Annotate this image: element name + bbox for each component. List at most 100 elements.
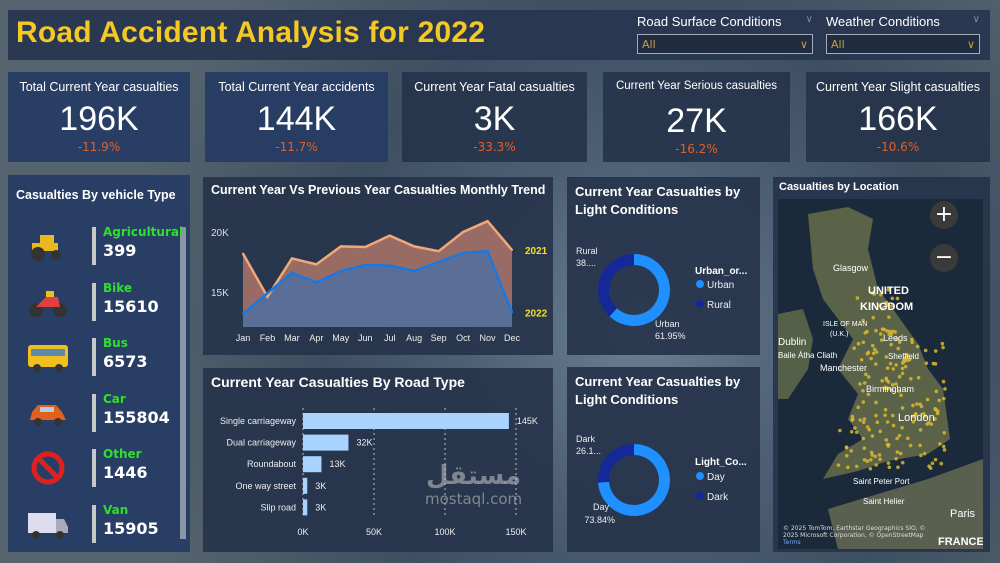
casualty-point (918, 402, 923, 407)
casualty-point (894, 382, 898, 386)
casualty-point (890, 388, 894, 392)
data-label: 145K (517, 416, 538, 426)
legend-item: Urban (707, 280, 734, 291)
vehicle-item-agricultural[interactable]: Agricultural 399 (22, 225, 192, 269)
data-point (486, 220, 489, 223)
bar (303, 456, 322, 473)
data-point (266, 292, 269, 295)
casualty-point (908, 443, 913, 448)
category-label: Single carriageway (220, 416, 297, 426)
casualty-point (866, 375, 871, 379)
casualty-point (869, 457, 873, 462)
road-surface-slicer[interactable]: Road Surface Conditions ∨ All ∨ (637, 14, 813, 54)
casualty-point (861, 318, 865, 323)
casualty-point (875, 420, 880, 424)
data-point (486, 250, 489, 253)
map-label: ISLE OF MAN (823, 321, 867, 328)
chevron-down-icon[interactable]: ∨ (972, 14, 980, 25)
casualty-point (900, 460, 905, 465)
casualty-point (878, 457, 882, 462)
casualty-point (905, 353, 910, 358)
data-label: 13K (329, 459, 345, 469)
weather-slicer[interactable]: Weather Conditions ∨ All ∨ (826, 14, 980, 54)
divider (92, 227, 96, 265)
great-britain-land (808, 207, 950, 479)
bus-icon (26, 340, 70, 374)
casualty-point (882, 327, 886, 332)
casualty-point (894, 363, 898, 367)
casualty-point (873, 454, 877, 459)
kpi-value: 144K (256, 100, 337, 138)
data-point (388, 264, 391, 267)
data-point (290, 271, 293, 274)
casualty-point (859, 358, 864, 362)
road-type-svg: 0K 50K 100K 150K Single carriageway 145K Dual … (220, 408, 538, 537)
casualty-point (938, 442, 942, 446)
van-icon (26, 507, 70, 541)
casualty-point (862, 417, 867, 421)
casualty-point (867, 427, 872, 432)
casualty-point (922, 411, 926, 416)
scrollbar[interactable] (180, 227, 186, 539)
casualty-point (854, 464, 859, 469)
data-label: 32K (356, 438, 372, 448)
casualty-point (886, 443, 891, 447)
legend-marker (696, 492, 704, 500)
casualty-point (895, 436, 899, 441)
casualty-point (900, 371, 905, 376)
data-point (413, 270, 416, 272)
kpi-change: -11.7% (275, 140, 318, 154)
road-surface-dropdown[interactable]: All ∨ (637, 34, 813, 54)
france-land (828, 459, 983, 549)
casualty-point (861, 389, 865, 393)
vehicle-item-other[interactable]: Other 1446 (22, 447, 192, 491)
motorbike-icon (26, 285, 70, 319)
vehicle-item-bus[interactable]: Bus 6573 (22, 336, 192, 380)
casualty-point (852, 346, 856, 351)
casualty-point (910, 340, 914, 345)
category-label: Slip road (260, 502, 296, 512)
map-attribution: © 2025 TomTom, Earthstar Geographics SIO… (783, 525, 926, 546)
casualty-point (913, 412, 918, 416)
casualty-point (884, 386, 889, 390)
x-tick-label: Jan (236, 333, 251, 343)
casualty-point (838, 428, 842, 433)
vehicle-item-van[interactable]: Van 15905 (22, 503, 192, 547)
map-label: Dublin (778, 337, 806, 348)
vehicle-item-bike[interactable]: Bike 15610 (22, 281, 192, 325)
casualty-point (927, 464, 931, 469)
vehicle-count: 15905 (103, 518, 159, 538)
map-label: Saint Peter Port (853, 477, 910, 486)
casualty-point (940, 341, 945, 346)
terms-link[interactable]: Terms (783, 539, 801, 546)
casualty-point (919, 453, 923, 458)
casualty-point (933, 417, 937, 421)
casualty-point (903, 356, 907, 360)
casualty-point (929, 422, 934, 426)
slice-name: Day (593, 502, 610, 512)
casualty-point (885, 420, 890, 424)
data-point (437, 261, 440, 263)
kpi-change: -16.2% (675, 142, 718, 156)
x-tick-label: 0K (297, 527, 308, 537)
data-point (413, 245, 416, 248)
casualty-point (890, 383, 895, 387)
zoom-out-button[interactable]: − (930, 244, 958, 272)
zoom-in-button[interactable]: + (930, 201, 958, 229)
casualty-point (872, 347, 877, 352)
casualty-point (887, 315, 891, 319)
series-label: 2022 (525, 308, 548, 319)
casualty-point (850, 414, 855, 419)
slice-value: 26.1... (576, 446, 601, 456)
x-tick-label: Feb (260, 333, 276, 343)
kpi-card-total-casualties: Total Current Year casualties 196K -11.9% (8, 72, 190, 162)
urban-rural-donut: Current Year Casualties by Light Conditi… (567, 177, 760, 355)
line-2022 (242, 249, 514, 315)
chevron-down-icon[interactable]: ∨ (805, 14, 813, 25)
weather-dropdown[interactable]: All ∨ (826, 34, 980, 54)
vehicle-item-car[interactable]: Car 155804 (22, 392, 192, 436)
data-point (290, 257, 293, 260)
legend-marker (696, 280, 704, 288)
legend-title: Light_Co... (695, 457, 747, 468)
casualty-point (942, 448, 947, 452)
